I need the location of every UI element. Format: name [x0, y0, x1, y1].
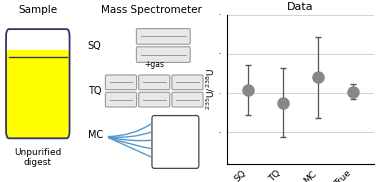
- FancyBboxPatch shape: [139, 75, 170, 90]
- Text: MC: MC: [88, 130, 103, 140]
- FancyBboxPatch shape: [105, 75, 136, 90]
- FancyBboxPatch shape: [136, 47, 190, 62]
- Text: TQ: TQ: [88, 86, 101, 96]
- Text: Mass Spectrometer: Mass Spectrometer: [101, 5, 201, 15]
- FancyBboxPatch shape: [172, 92, 203, 107]
- FancyBboxPatch shape: [105, 92, 136, 107]
- Text: Unpurified
digest: Unpurified digest: [14, 148, 62, 167]
- FancyBboxPatch shape: [6, 50, 70, 138]
- Bar: [9, 36, 67, 57]
- Text: +gas: +gas: [144, 60, 164, 69]
- FancyBboxPatch shape: [139, 92, 170, 107]
- Y-axis label: $^{235}$U/$^{238}$U: $^{235}$U/$^{238}$U: [205, 68, 217, 110]
- FancyBboxPatch shape: [152, 116, 199, 168]
- Title: Data: Data: [287, 2, 314, 12]
- FancyBboxPatch shape: [136, 29, 190, 44]
- FancyBboxPatch shape: [172, 75, 203, 90]
- Text: Sample: Sample: [18, 5, 57, 15]
- Text: SQ: SQ: [88, 41, 101, 50]
